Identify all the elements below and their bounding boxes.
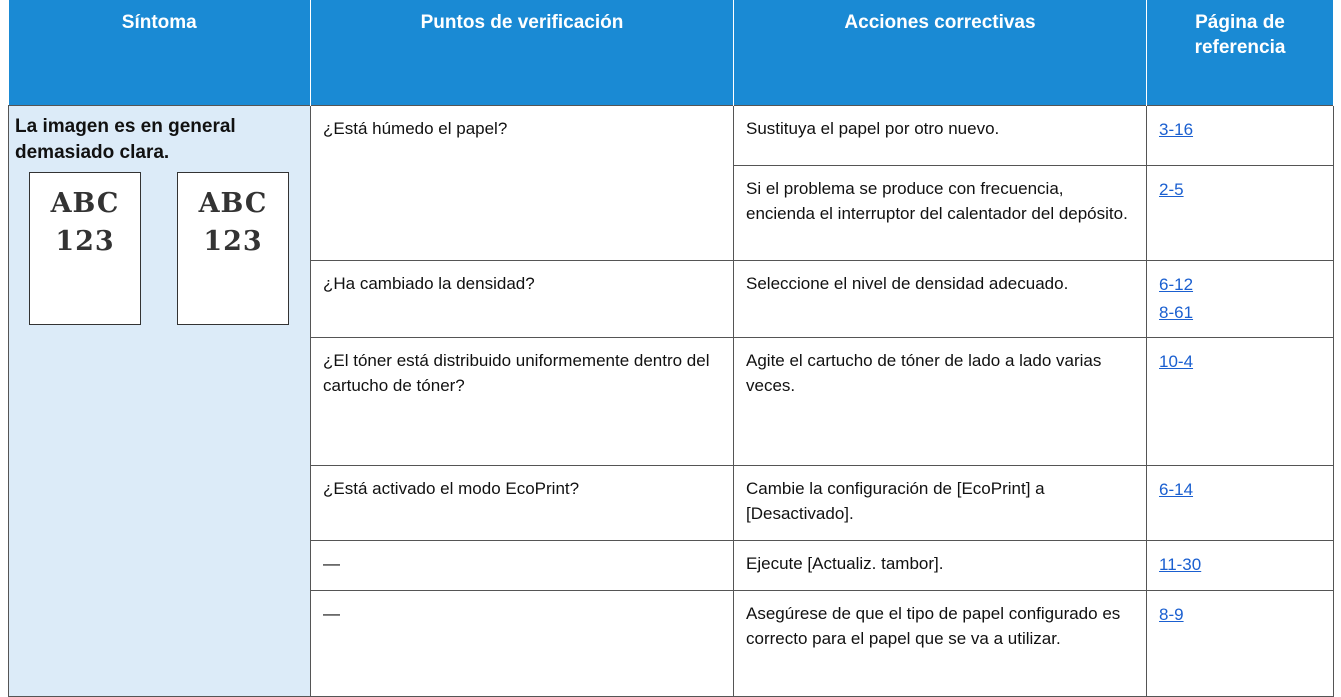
page-link[interactable]: 3-16	[1159, 120, 1194, 139]
corrective-action: Sustituya el papel por otro nuevo.	[733, 105, 1147, 166]
table-row: ¿El tóner está distribuido uniformemente…	[9, 337, 1334, 466]
check-point: ¿Ha cambiado la densidad?	[310, 260, 734, 338]
corrective-action: Cambie la configuración de [EcoPrint] a …	[733, 465, 1147, 541]
sample-text: ABC	[50, 188, 120, 219]
check-point: —	[310, 590, 734, 697]
table-row: ¿Ha cambiado la densidad? Seleccione el n…	[9, 260, 1334, 338]
page-link[interactable]: 11-30	[1159, 555, 1202, 574]
page-link[interactable]: 8-61	[1159, 303, 1194, 322]
symptom-text: La imagen es en general demasiado clara.	[15, 116, 236, 163]
troubleshooting-table: Síntoma Puntos de verificación Acciones co…	[8, 0, 1334, 697]
page-link[interactable]: 6-12	[1159, 275, 1194, 294]
samples: ABC 123 ABC 123	[29, 172, 304, 325]
corrective-action: Asegúrese de que el tipo de papel config…	[733, 590, 1147, 697]
page-link[interactable]: 2-5	[1159, 180, 1184, 199]
reference-cell: 6-14	[1146, 465, 1334, 541]
sample-text: 123	[55, 226, 115, 257]
header-row: Síntoma Puntos de verificación Acciones co…	[8, 0, 1334, 106]
corrective-action: Seleccione el nivel de densidad adecuado…	[733, 260, 1147, 338]
reference-cell: 2-5	[1146, 165, 1334, 261]
reference-cell: 11-30	[1146, 540, 1334, 591]
column-header: Puntos de verificación	[310, 0, 734, 106]
reference-cell: 10-4	[1146, 337, 1334, 466]
page-link[interactable]: 6-14	[1159, 480, 1194, 499]
sample-image: ABC 123	[177, 172, 289, 325]
sample-image: ABC 123	[29, 172, 141, 325]
table-row: ¿Está activado el modo EcoPrint? Cambie l…	[9, 465, 1334, 541]
page-link[interactable]: 8-9	[1159, 605, 1184, 624]
check-point: ¿Está activado el modo EcoPrint?	[310, 465, 734, 541]
reference-cell: 3-16	[1146, 105, 1334, 166]
corrective-action: Si el problema se produce con frecuencia…	[733, 165, 1147, 261]
check-point: ¿Está húmedo el papel?	[310, 105, 734, 261]
column-header: Acciones correctivas	[733, 0, 1147, 106]
page-link[interactable]: 10-4	[1159, 352, 1194, 371]
check-point: —	[310, 540, 734, 591]
reference-cell: 8-9	[1146, 590, 1334, 697]
corrective-action: Agite el cartucho de tóner de lado a lad…	[733, 337, 1147, 466]
corrective-action: Ejecute [Actualiz. tambor].	[733, 540, 1147, 591]
column-header: Página de referencia	[1146, 0, 1334, 106]
column-header: Síntoma	[8, 0, 311, 106]
sample-text: 123	[203, 226, 263, 257]
reference-cell: 6-12 8-61	[1146, 260, 1334, 338]
table-row: Si el problema se produce con frecuencia…	[9, 165, 1334, 261]
sample-text: ABC	[198, 188, 268, 219]
symptom-cell: La imagen es en general demasiado clara.…	[8, 105, 311, 697]
table-row: — Ejecute [Actualiz. tambor]. 11-30	[9, 540, 1334, 591]
table-row: — Asegúrese de que el tipo de papel confi…	[9, 590, 1334, 697]
check-point: ¿El tóner está distribuido uniformemente…	[310, 337, 734, 466]
table-row: La imagen es en general demasiado clara.…	[8, 105, 1334, 697]
